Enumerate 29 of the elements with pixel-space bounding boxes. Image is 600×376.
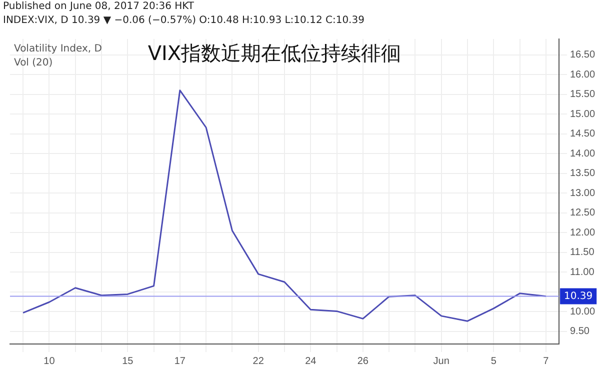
y-tick-label: 15.00 [570, 108, 596, 120]
x-tick-label: 15 [122, 356, 134, 367]
y-tick-label: 12.50 [570, 208, 596, 219]
y-tick-label: 16.50 [570, 50, 596, 61]
y-tick-label: 11.00 [570, 266, 595, 278]
x-tick-label: Jun [433, 356, 450, 367]
y-tick-label: 11.50 [570, 247, 595, 258]
x-tick-label: 7 [543, 356, 550, 367]
x-tick-label: 26 [357, 356, 369, 367]
y-tick-label: 16.00 [570, 69, 596, 80]
y-tick-label: 14.00 [570, 148, 596, 160]
annotation: Vol (20) [14, 58, 53, 69]
text: Published on June 08, 2017 20:36 HKT [3, 0, 196, 14]
x-tick-label: 17 [174, 356, 186, 367]
annotation: Volatility Index, D [14, 44, 102, 55]
y-tick-label: 15.50 [570, 89, 596, 100]
x-tick-label: 10 [44, 356, 56, 367]
y-tick-label: 12.00 [570, 227, 596, 238]
x-tick-label: 24 [305, 356, 317, 367]
y-tick-label: 9.50 [570, 326, 590, 338]
ref-line-label: 10.39 [564, 290, 593, 302]
y-tick-label: 13.50 [570, 168, 596, 180]
x-tick-label: 22 [252, 356, 264, 367]
text: INDEX:VIX, D 10.39 ▼ −0.06 (−0.57%) O:10.48 H:10.93 L:10.12 C:10.39 [3, 14, 366, 28]
y-tick-label: 14.50 [570, 128, 596, 140]
y-tick-label: 13.00 [570, 188, 596, 199]
chart-title: VIX指数近期在低位持续徘徊 [148, 41, 402, 66]
y-tick-label: 10.00 [570, 306, 596, 318]
x-tick-label: 5 [490, 356, 497, 367]
